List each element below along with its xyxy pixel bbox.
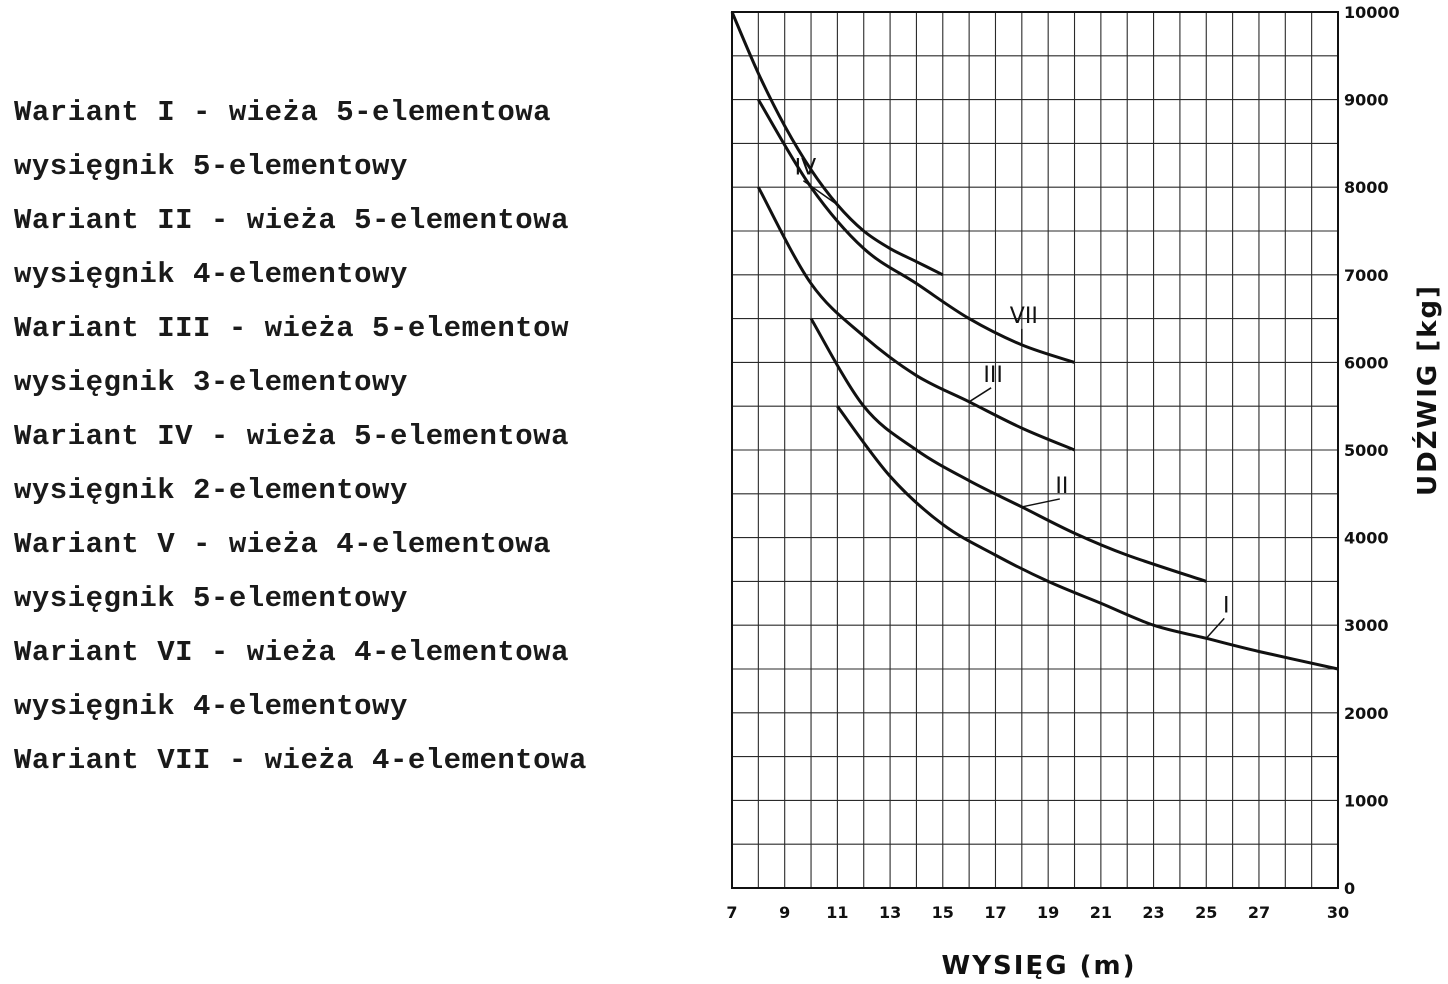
series-label: III <box>983 363 1002 388</box>
legend-line: Wariant V - wieża 4-elementowa <box>14 528 552 561</box>
y-tick-label: 10000 <box>1344 3 1400 22</box>
x-tick-label: 30 <box>1327 903 1349 922</box>
series-label: I <box>1223 593 1230 618</box>
legend-line: wysięgnik 5-elementowy <box>14 150 408 183</box>
y-tick-label: 6000 <box>1344 353 1389 372</box>
y-tick-label: 7000 <box>1344 266 1389 285</box>
y-tick-label: 0 <box>1344 879 1355 898</box>
legend-line: wysięgnik 5-elementowy <box>14 582 408 615</box>
x-tick-label: 9 <box>779 903 790 922</box>
x-tick-label: 25 <box>1195 903 1217 922</box>
x-tick-label: 19 <box>1037 903 1059 922</box>
legend-line: Wariant VII - wieża 4-elementowa <box>14 744 587 777</box>
y-tick-label: 1000 <box>1344 791 1389 810</box>
series-line <box>836 405 1339 671</box>
series-label: II <box>1055 474 1068 499</box>
y-axis-label: UDŹWIG [kg] <box>1411 284 1443 496</box>
x-tick-label: 21 <box>1090 903 1112 922</box>
y-tick-label: 9000 <box>1344 91 1389 110</box>
y-tick-label: 4000 <box>1344 529 1389 548</box>
series-label-leader <box>968 387 992 403</box>
legend-line: Wariant IV - wieża 5-elementowa <box>14 420 569 453</box>
x-tick-label: 27 <box>1248 903 1270 922</box>
x-tick-label: 7 <box>726 903 737 922</box>
series-line <box>757 186 1076 452</box>
series-label: IV <box>795 156 817 181</box>
legend-line: Wariant VI - wieża 4-elementowa <box>14 636 569 669</box>
legend-line: Wariant III - wieża 5-elementow <box>14 312 569 345</box>
series-label-leader <box>1021 498 1060 508</box>
variant-legend: Wariant I - wieża 5-elementowa wysięgnik … <box>14 86 714 788</box>
y-tick-label: 3000 <box>1344 616 1389 635</box>
x-tick-label: 13 <box>879 903 901 922</box>
x-tick-label: 11 <box>826 903 848 922</box>
series-label: VII <box>1010 304 1038 329</box>
x-axis-label: WYSIĘG (m) <box>942 951 1137 981</box>
legend-line: Wariant II - wieża 5-elementowa <box>14 204 569 237</box>
x-tick-label: 15 <box>932 903 954 922</box>
legend-line: wysięgnik 4-elementowy <box>14 690 408 723</box>
x-tick-label: 17 <box>984 903 1006 922</box>
y-tick-label: 5000 <box>1344 441 1389 460</box>
legend-line: wysięgnik 4-elementowy <box>14 258 408 291</box>
legend-line: Wariant I - wieża 5-elementowa <box>14 96 552 129</box>
y-tick-label: 2000 <box>1344 704 1389 723</box>
x-tick-label: 23 <box>1142 903 1164 922</box>
series-line <box>809 317 1207 583</box>
legend-line: wysięgnik 3-elementowy <box>14 366 408 399</box>
legend-line: wysięgnik 2-elementowy <box>14 474 408 507</box>
series-label-leader <box>1205 617 1225 639</box>
plot-frame <box>731 11 1339 889</box>
y-tick-label: 8000 <box>1344 178 1389 197</box>
